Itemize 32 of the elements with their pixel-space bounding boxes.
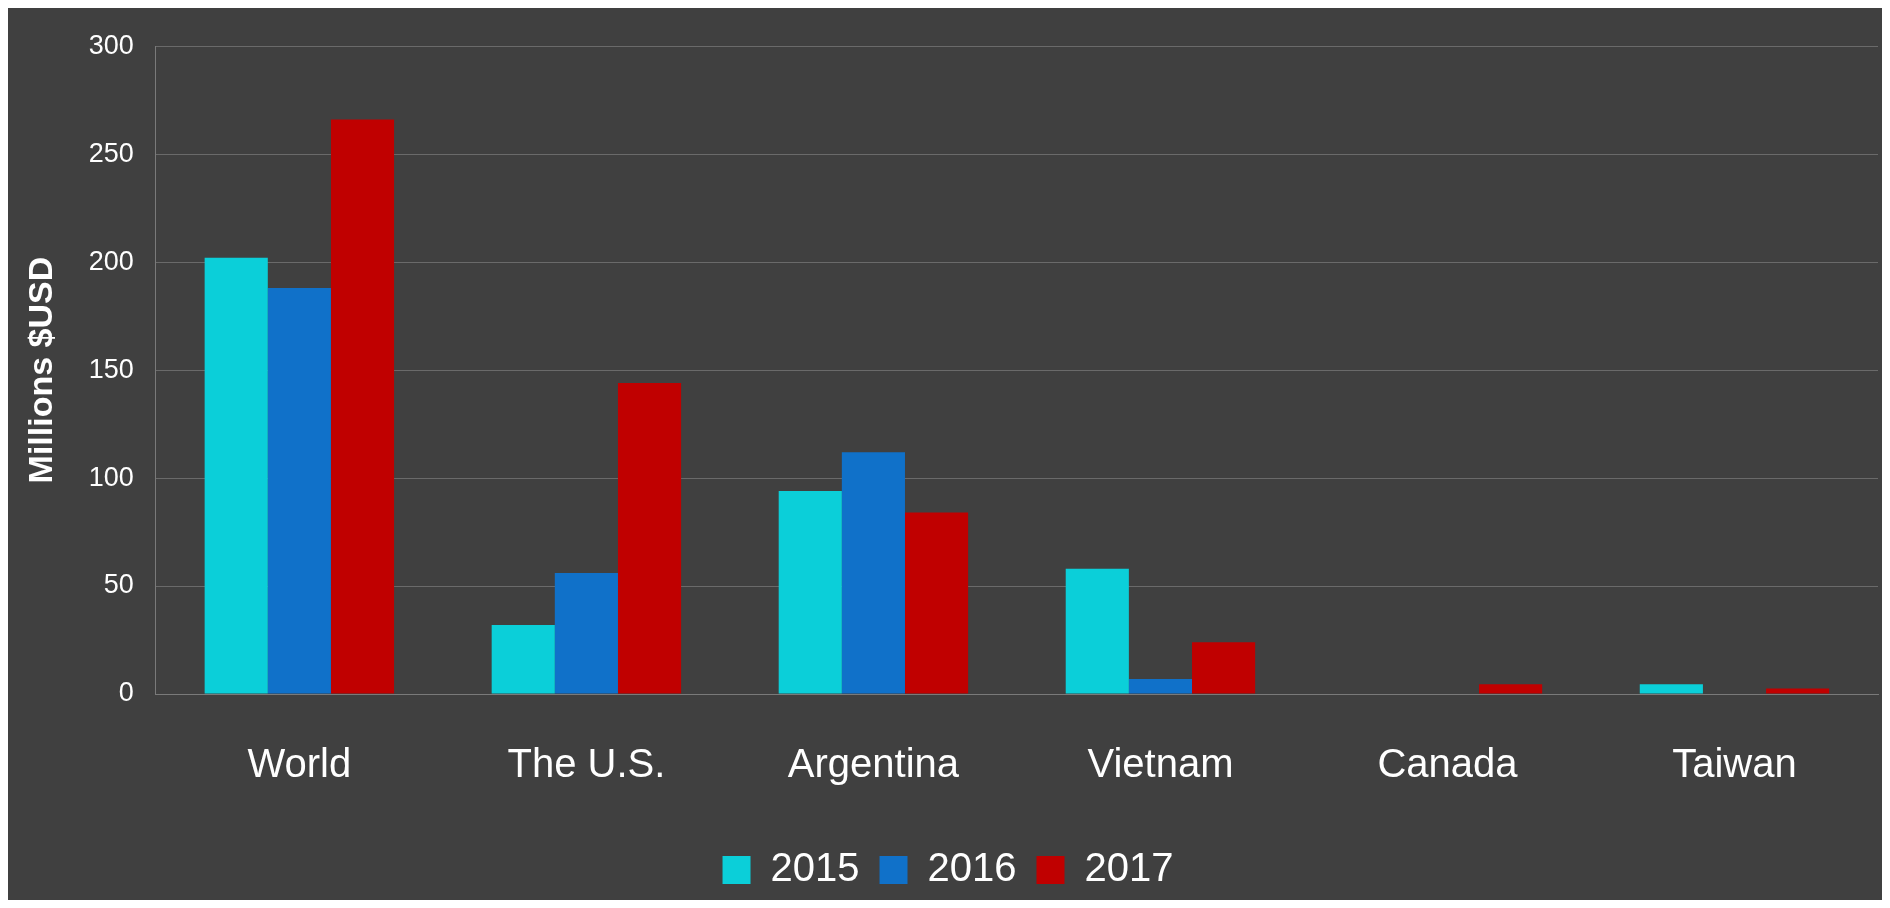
bar — [330, 119, 395, 694]
legend-label: 2015 — [770, 845, 860, 890]
bar — [204, 257, 268, 694]
y-tick-label: 150 — [88, 353, 134, 384]
y-axis-title: Millions $USD — [20, 256, 59, 484]
bar — [904, 512, 969, 694]
bar — [778, 491, 842, 694]
bar — [1065, 568, 1129, 694]
x-tick-label: Taiwan — [1672, 741, 1797, 786]
x-tick-label: Vietnam — [1087, 741, 1234, 786]
x-tick-label: World — [247, 741, 352, 786]
bar — [1639, 684, 1703, 694]
y-tick-label: 250 — [88, 137, 134, 168]
legend-label: 2017 — [1084, 845, 1174, 890]
bar — [554, 573, 618, 694]
bar — [1766, 688, 1830, 694]
y-tick-label: 100 — [88, 461, 134, 492]
y-tick-label: 50 — [103, 569, 134, 600]
bar — [617, 383, 682, 694]
bar — [1128, 678, 1193, 694]
y-tick-label: 200 — [88, 245, 134, 276]
bar — [1479, 684, 1543, 694]
x-tick-label: Canada — [1377, 741, 1519, 786]
x-tick-label: Argentina — [787, 741, 960, 786]
bar — [491, 624, 555, 694]
legend-label: 2016 — [927, 845, 1017, 890]
bar — [267, 288, 331, 694]
bar — [1192, 642, 1256, 694]
y-tick-label: 0 — [118, 677, 134, 708]
x-tick-label: The U.S. — [507, 741, 666, 786]
bar — [841, 452, 905, 694]
y-tick-label: 300 — [88, 29, 134, 60]
